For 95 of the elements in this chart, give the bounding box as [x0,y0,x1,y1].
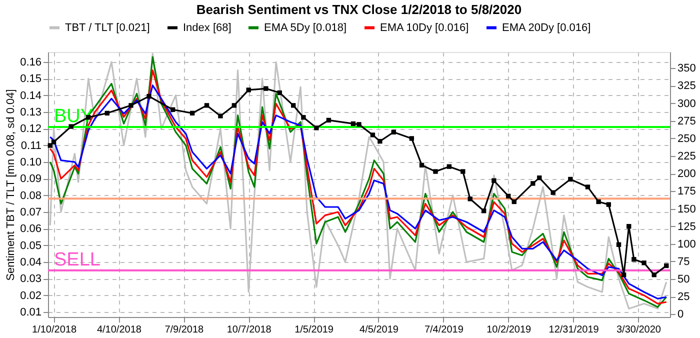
point [356,122,362,127]
point [170,107,176,112]
x-tick-label: 4/5/2019 [360,324,399,336]
point [626,224,632,229]
y-tick-label: 0.16 [20,56,42,68]
point [596,199,601,204]
x-tick-label: 7/4/2019 [424,324,464,336]
legend-label: EMA 20Dy [0.016] [502,22,591,34]
y-tick-label: 0.15 [20,73,42,86]
point [642,260,646,266]
point [568,176,573,182]
x-tick-label: 7/9/2018 [164,324,204,336]
point [264,86,268,91]
point [128,103,134,108]
point [537,175,542,180]
point [468,196,472,202]
point [190,110,195,116]
legend-label: EMA 10Dy [0.016] [380,22,469,34]
point [246,88,251,92]
y-tick-label: 0.03 [20,273,42,286]
point [492,178,496,183]
y-tick-label: 0.05 [20,240,42,252]
point [104,110,110,116]
point [370,132,376,138]
y2-tick-label: 200 [678,168,696,180]
point [460,169,466,174]
x-tick-label: 12/31/2019 [548,324,600,336]
point [446,164,452,169]
y-axis-title: Sentiment TBT / TLT [mn 0.08, sd 0.04] [5,89,18,281]
legend-label: EMA 5Dy [0.018] [264,22,347,34]
point [433,169,438,174]
y-tick-label: 0.14 [20,90,42,102]
y-tick-label: 0.08 [20,190,42,202]
point [326,118,332,123]
y2-tick-label: 0 [678,308,684,321]
legend-label: TBT / TLT [0.021] [65,22,150,34]
point [616,242,622,247]
y-tick-label: 0.09 [20,173,42,186]
y-tick-label: 0.12 [20,123,42,136]
x-tick-label: 4/10/2018 [96,324,142,336]
x-tick-label: 1/10/2018 [32,324,77,336]
y2-tick-label: 125 [678,220,696,233]
y2-tick-label: 225 [678,150,696,163]
y-tick-label: 0.13 [20,106,42,118]
x-tick-label: 1/5/2019 [294,324,334,336]
point [204,103,210,108]
y2-tick-label: 75 [678,256,690,268]
y2-tick-label: 350 [678,62,696,75]
legend-label: Index [68] [183,22,232,34]
point [314,126,319,130]
point [606,202,612,207]
point [232,103,237,108]
y2-tick-label: 100 [678,238,696,250]
point [391,130,396,134]
y-tick-label: 0.10 [20,156,42,168]
x-tick-label: 3/30/2020 [616,324,662,336]
point [48,143,53,148]
point [481,208,486,214]
point [350,121,356,126]
point [530,181,536,186]
y2-tick-label: 175 [678,186,696,198]
y2-tick-label: 325 [678,80,696,92]
point [218,114,223,118]
point [277,90,282,96]
point [664,263,669,268]
y2-tick-label: 50 [678,274,690,286]
point [652,272,656,278]
y-tick-label: 0.01 [20,306,42,318]
y2-tick-label: 150 [678,203,696,216]
point [550,190,556,195]
point [621,272,626,278]
point [632,257,636,262]
ref-line-label: SELL [54,249,100,270]
point [419,162,424,168]
point [301,115,306,120]
y-tick-label: 0.04 [20,256,42,268]
y-tick-label: 0.06 [20,223,42,236]
y2-tick-label: 300 [678,98,696,110]
point [512,199,516,204]
y-tick-label: 0.11 [20,140,42,152]
x-tick-label: 10/2/2019 [486,324,532,336]
chart-title: Bearish Sentiment vs TNX Close 1/2/2018 to 5/8/2020 [196,2,522,17]
point [290,103,296,108]
y2-tick-label: 25 [678,291,690,304]
point [378,138,382,144]
point [506,194,511,198]
x-tick-label: 10/7/2018 [226,324,272,336]
point [51,140,56,144]
point [409,136,414,141]
y2-tick-label: 275 [678,115,696,128]
y2-tick-label: 250 [678,132,696,145]
y-tick-label: 0.07 [20,206,42,218]
y-tick-label: 0.02 [20,290,42,302]
point [146,94,152,99]
point [585,184,590,190]
